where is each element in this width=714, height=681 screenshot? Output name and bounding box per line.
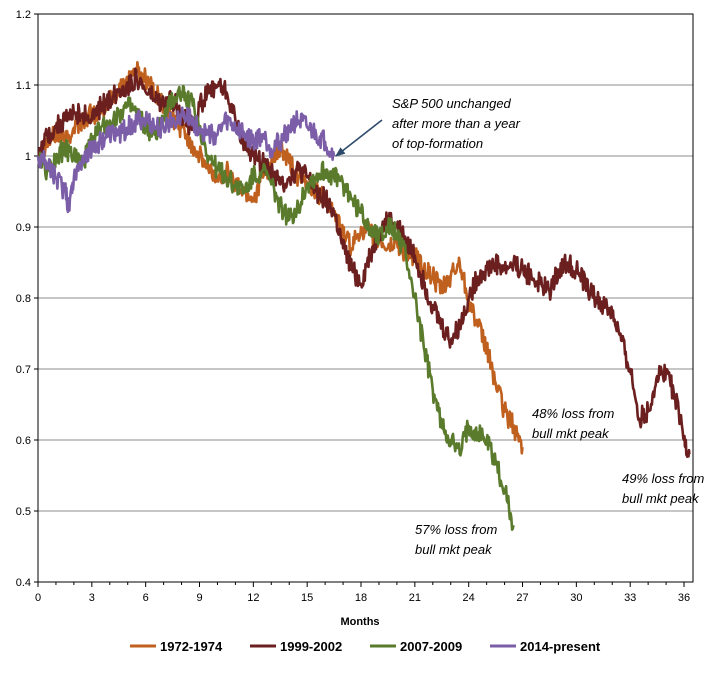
x-tick-label: 12 [247, 592, 259, 604]
y-tick-label: 0.7 [16, 364, 31, 376]
x-tick-label: 6 [143, 592, 149, 604]
legend: 1972-1974 1999-2002 2007-2009 2014-present [130, 639, 601, 654]
annotation-unchanged-line-2: after more than a year [392, 116, 521, 131]
x-tick-label: 9 [196, 592, 202, 604]
x-tick-label: 27 [516, 592, 528, 604]
legend-label-2014-present: 2014-present [520, 639, 601, 654]
y-tick-label: 1 [25, 151, 31, 163]
series-line-2014-present [36, 106, 336, 214]
annotation-unchanged-line-3: of top-formation [392, 136, 483, 151]
x-tick-label: 21 [409, 592, 421, 604]
x-tick-label: 3 [89, 592, 95, 604]
legend-label-1999-2002: 1999-2002 [280, 639, 342, 654]
annotation-2007-loss: 57% loss from bull mkt peak [415, 522, 498, 557]
y-tick-label: 0.5 [16, 506, 31, 518]
series-lines [36, 60, 691, 532]
annotation-arrow [335, 119, 383, 157]
series-line-2007-2009 [36, 84, 515, 532]
y-tick-label: 1.2 [16, 9, 31, 21]
annotation-1972-loss-line-1: 48% loss from [532, 406, 615, 421]
x-tick-label: 30 [570, 592, 582, 604]
annotation-1972-loss: 48% loss from bull mkt peak [532, 406, 615, 441]
annotation-2007-loss-line-2: bull mkt peak [415, 542, 493, 557]
y-tick-label: 0.6 [16, 435, 31, 447]
x-tick-label: 36 [678, 592, 690, 604]
x-tick-label: 18 [355, 592, 367, 604]
y-tick-label: 0.8 [16, 293, 31, 305]
legend-label-1972-1974: 1972-1974 [160, 639, 223, 654]
annotation-unchanged-line-1: S&P 500 unchanged [392, 96, 512, 111]
legend-label-2007-2009: 2007-2009 [400, 639, 462, 654]
annotation-1999-loss-line-2: bull mkt peak [622, 491, 700, 506]
annotation-1999-loss-line-1: 49% loss from [622, 471, 705, 486]
series-line-1999-2002 [36, 67, 691, 459]
x-tick-label: 33 [624, 592, 636, 604]
x-axis-title: Months [340, 616, 379, 628]
y-axis: 0.4 0.5 0.6 0.7 0.8 0.9 1 1.1 1.2 [16, 9, 38, 589]
y-tick-label: 0.4 [16, 577, 31, 589]
annotation-1972-loss-line-2: bull mkt peak [532, 426, 610, 441]
annotation-2007-loss-line-1: 57% loss from [415, 522, 498, 537]
y-tick-label: 0.9 [16, 222, 31, 234]
y-tick-label: 1.1 [16, 80, 31, 92]
annotation-1999-loss: 49% loss from bull mkt peak [622, 471, 705, 506]
x-tick-label: 15 [301, 592, 313, 604]
x-tick-label: 24 [463, 592, 475, 604]
annotation-unchanged: S&P 500 unchanged after more than a year… [335, 96, 521, 157]
x-axis: 0 3 6 9 12 15 18 21 24 27 30 33 36 [35, 582, 690, 604]
x-tick-label: 0 [35, 592, 41, 604]
